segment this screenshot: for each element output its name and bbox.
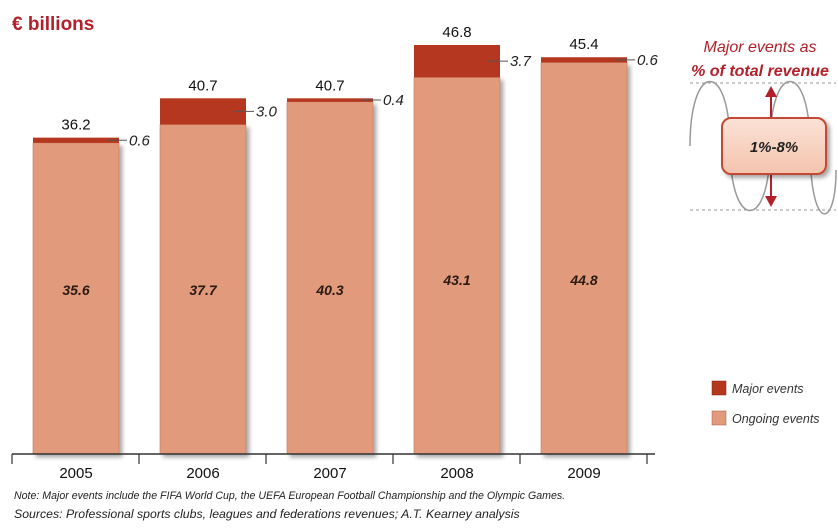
bar-major-2005 [33,137,119,143]
major-label-2009: 0.6 [637,52,659,69]
total-label-2009: 45.4 [569,36,598,53]
bar-major-2007 [287,98,373,102]
major-label-2007: 0.4 [383,92,404,109]
major-label-2006: 3.0 [256,103,278,120]
side-panel-title-line1: Major events as [704,39,817,56]
legend-swatch-major [711,380,727,396]
bar-ongoing-2008 [413,77,501,455]
side-panel: Major events as % of total revenue 1%-8% [689,39,837,215]
bar-ongoing-2005 [32,142,120,455]
category-label-2006: 2006 [186,465,219,482]
bar-ongoing-2007 [286,101,374,455]
legend: Major events Ongoing events [711,380,820,426]
ongoing-label-2007: 40.3 [315,282,343,298]
bars-layer [32,45,628,455]
range-text: 1%-8% [750,139,798,156]
total-label-2008: 46.8 [442,24,471,41]
major-label-2008: 3.7 [510,53,532,70]
category-label-2009: 2009 [567,465,600,482]
range-box [721,117,827,175]
major-label-2005: 0.6 [129,132,151,149]
ongoing-label-2006: 37.7 [189,282,217,298]
footnote-note: Note: Major events include the FIFA Worl… [14,490,566,502]
total-label-2005: 36.2 [61,117,90,134]
legend-swatch-ongoing [711,410,727,426]
bar-ongoing-2006 [159,124,247,455]
legend-label-ongoing: Ongoing events [732,412,820,426]
bar-major-2006 [160,98,246,125]
legend-label-major: Major events [732,382,804,396]
range-arrow-up-icon [765,86,777,97]
ongoing-label-2009: 44.8 [569,272,597,288]
bar-major-2008 [414,45,500,78]
bar-major-2009 [541,57,627,63]
range-arrow-down-icon [765,196,777,207]
category-label-2005: 2005 [59,465,92,482]
side-panel-title-line2: % of total revenue [691,63,829,80]
category-label-2007: 2007 [313,465,346,482]
ongoing-label-2005: 35.6 [62,282,89,298]
footnote-sources: Sources: Professional sports clubs, leag… [14,507,520,521]
x-ticks [11,454,648,464]
labels-layer: 36.2 0.6 35.6 2005 40.7 3.0 37.7 2006 40.7 0.4 40.… [59,24,658,482]
total-label-2006: 40.7 [188,77,217,94]
total-label-2007: 40.7 [315,77,344,94]
category-label-2008: 2008 [440,465,473,482]
unit-label: € billions [12,14,94,35]
ongoing-label-2008: 43.1 [442,272,470,288]
bar-ongoing-2009 [540,62,628,455]
